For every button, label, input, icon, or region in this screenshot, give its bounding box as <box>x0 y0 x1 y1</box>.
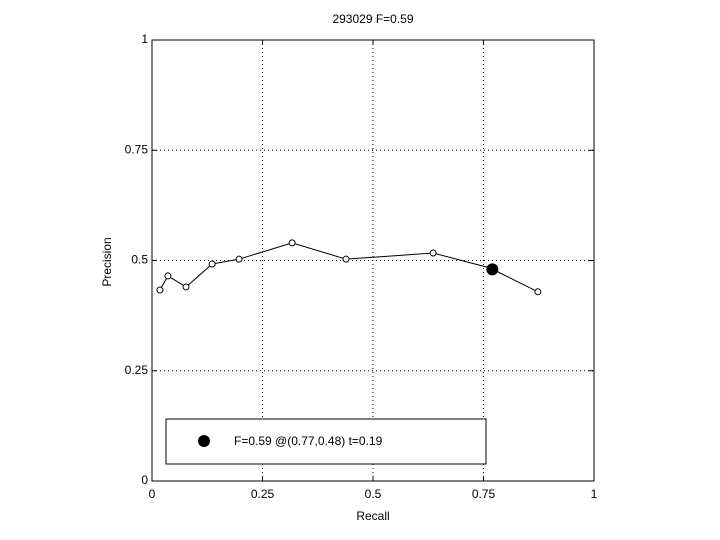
point <box>208 260 216 268</box>
point <box>182 283 190 291</box>
y-tick-label: 0.75 <box>125 142 149 156</box>
x-axis-label: Recall <box>356 509 389 523</box>
point <box>164 272 172 280</box>
legend-marker <box>198 435 210 447</box>
x-tick-label: 0.25 <box>251 487 275 501</box>
x-tick-label: 0 <box>149 487 156 501</box>
y-tick-label: 0 <box>141 473 148 487</box>
point <box>534 288 542 296</box>
plot-frame <box>151 39 595 482</box>
point <box>156 286 164 294</box>
y-tick-label: 0.25 <box>125 363 149 377</box>
point <box>235 255 243 263</box>
legend-label: F=0.59 @(0.77,0.48) t=0.19 <box>234 434 383 448</box>
curve <box>159 242 539 293</box>
point <box>429 249 437 257</box>
x-tick-label: 0.75 <box>472 487 496 501</box>
legend-box <box>165 418 487 465</box>
chart-title: 293029 F=0.59 <box>332 12 413 26</box>
y-axis-label: Precision <box>100 237 114 286</box>
y-tick-label: 0.5 <box>131 253 148 267</box>
point <box>288 239 296 247</box>
y-tick-label: 1 <box>141 32 148 46</box>
x-tick-label: 0.5 <box>365 487 382 501</box>
point <box>342 255 350 263</box>
x-tick-label: 1 <box>591 487 598 501</box>
best-point <box>486 263 499 276</box>
